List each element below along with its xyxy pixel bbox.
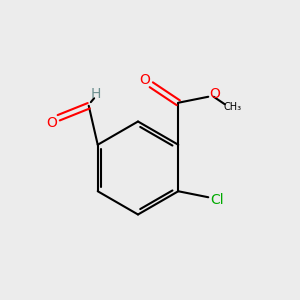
Text: Cl: Cl bbox=[210, 193, 224, 207]
Text: O: O bbox=[47, 116, 58, 130]
Text: O: O bbox=[209, 87, 220, 101]
Text: CH₃: CH₃ bbox=[223, 102, 241, 112]
Text: H: H bbox=[91, 87, 101, 101]
Text: O: O bbox=[139, 73, 150, 87]
